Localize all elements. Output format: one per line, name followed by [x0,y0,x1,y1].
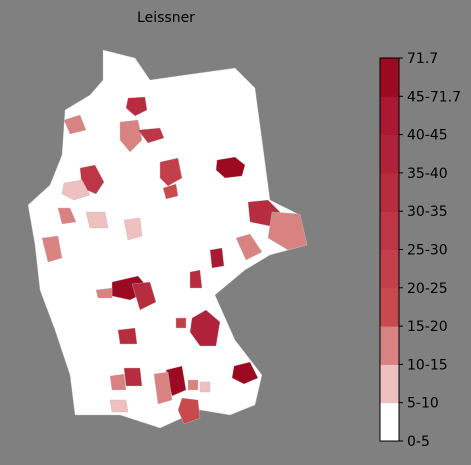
colorbar-segment [380,364,399,404]
region [162,183,179,200]
colorbar-segment [380,172,399,212]
colorbar-segment [380,249,399,289]
region [119,119,143,153]
colorbar-segment [380,134,399,174]
colorbar-segment [380,287,399,327]
colorbar-label: 0-5 [407,434,430,450]
region [63,114,87,135]
region [231,361,259,385]
region [131,281,157,311]
region [61,179,91,201]
map-title: Leissner [137,10,195,26]
colorbar-label: 40-45 [407,128,448,144]
region [153,371,173,405]
colorbar-segment [380,58,399,97]
colorbar-segment [380,211,399,250]
region [137,127,165,144]
country-outline [27,49,308,429]
region [109,399,129,413]
colorbar-label: 25-30 [407,243,448,259]
colorbar-segment [380,326,399,365]
colorbar-label: 15-20 [407,319,448,335]
region [177,397,201,425]
colorbar-label: 10-15 [407,357,448,373]
colorbar-label: 5-10 [407,396,439,412]
colorbar-label: 71.7 [407,51,438,67]
region [57,207,77,225]
region [123,367,143,387]
colorbar-segment [380,402,399,442]
region [189,309,221,347]
region [235,233,263,261]
region [209,247,225,269]
colorbar-label: 45-71.7 [407,89,461,105]
region [85,211,109,229]
colorbar-label: 20-25 [407,281,448,297]
region [175,317,187,329]
region [159,157,183,187]
region [189,269,203,289]
colorbar-segment [380,96,399,136]
region [123,217,143,241]
region [109,373,127,391]
region [41,235,63,263]
region [199,381,211,393]
germany-map [27,49,308,429]
region [215,156,246,179]
region [95,287,113,299]
colorbar-label: 35-40 [407,166,448,182]
colorbar: 0-5 5-10 10-15 15-20 20-25 25-30 30-35 35-40 40-… [379,51,461,450]
region [125,96,148,117]
colorbar-label: 30-35 [407,204,448,220]
region [117,327,138,345]
region [187,379,199,391]
region [267,211,308,251]
